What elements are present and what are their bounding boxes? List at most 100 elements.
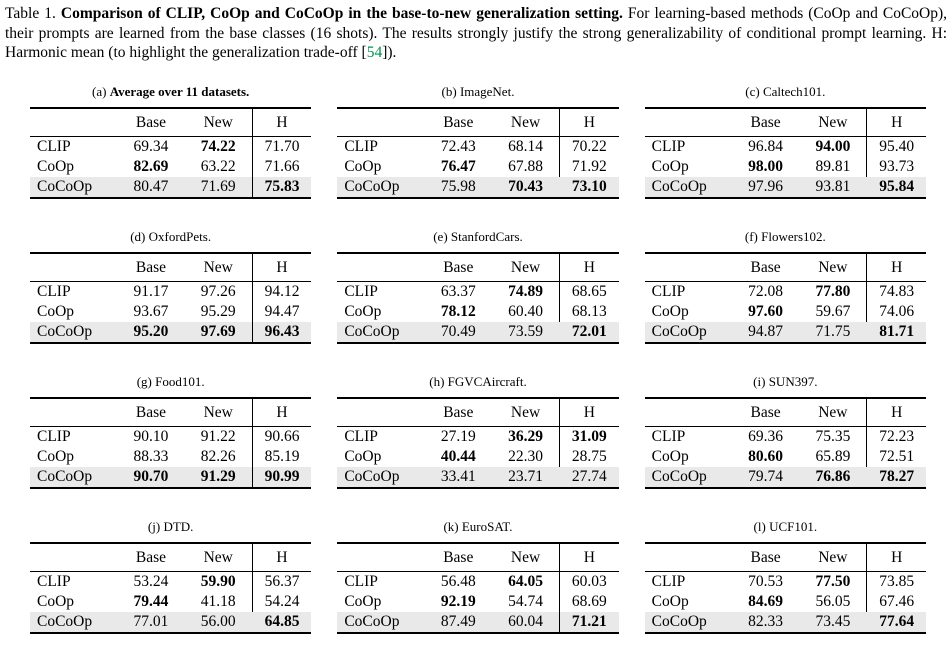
table-body: CLIP 69.34 74.22 71.70 CoOp 82.69 63.22 71.66 Co…	[30, 136, 312, 198]
table-row-clip: CLIP 56.48 64.05 60.03	[337, 571, 619, 592]
corner-cell	[337, 398, 424, 427]
table-row-cocoop: CoCoOp 80.47 71.69 75.83	[30, 176, 312, 198]
row-label: CLIP	[344, 137, 378, 155]
table-row-coop: CoOp 80.60 65.89 72.51	[645, 446, 926, 467]
subtable-index: (d)	[130, 228, 149, 244]
col-header-base: Base	[750, 403, 781, 421]
subtable-title: Caltech101.	[762, 83, 826, 99]
header-row: Base New H	[337, 252, 619, 282]
table-row-coop: CoOp 97.60 59.67 74.06	[645, 301, 926, 322]
table-header: Base New H	[644, 397, 926, 427]
cell-new: 77.80	[815, 282, 851, 300]
cell-h: 72.51	[866, 446, 926, 467]
cell-base: 40.44	[440, 447, 476, 465]
cell-new: 65.89	[815, 447, 851, 465]
table-row-cocoop: CoCoOp 94.87 71.75 81.71	[644, 321, 926, 343]
row-label: CLIP	[344, 282, 378, 300]
cell-new: 22.30	[508, 447, 543, 465]
cell-h: 93.73	[866, 156, 926, 177]
cell-base: 70.53	[748, 572, 784, 590]
cell-h: 94.47	[251, 301, 312, 322]
citation-54-link[interactable]: 54	[366, 44, 383, 62]
cell-h: 95.40	[866, 136, 926, 157]
cell-new: 91.22	[200, 427, 236, 445]
table-header: Base New H	[30, 107, 312, 137]
col-header-new: New	[818, 548, 848, 566]
subtable-a: (a) Average over 11 datasets. Base New H CLI…	[30, 84, 312, 199]
subtable-index: (k)	[443, 518, 462, 534]
subtable-title: Food101.	[155, 373, 205, 389]
cell-base: 82.69	[133, 157, 169, 175]
results-table: Base New H CLIP 90.10 91.22 90.66 CoOp 88.33 82.2…	[30, 396, 312, 489]
col-header-new: New	[510, 258, 541, 276]
cell-base: 76.47	[440, 157, 476, 175]
table-header: Base New H	[644, 252, 926, 282]
row-label: CLIP	[37, 572, 71, 590]
row-label: CoCoOp	[651, 177, 707, 195]
cell-base: 69.36	[748, 427, 784, 445]
table-row-clip: CLIP 27.19 36.29 31.09	[337, 426, 619, 447]
subtable-caption: (i) SUN397.	[645, 374, 926, 390]
cell-new: 60.04	[508, 612, 543, 630]
col-header-h: H	[251, 542, 312, 572]
col-header-h: H	[866, 252, 926, 282]
cell-h: 68.69	[559, 591, 619, 612]
cell-h: 56.37	[251, 571, 312, 592]
table-row-coop: CoOp 79.44 41.18 54.24	[30, 591, 312, 612]
table-row-cocoop: CoCoOp 75.98 70.43 73.10	[337, 176, 619, 198]
cell-h: 68.13	[559, 301, 619, 322]
col-header-h: H	[866, 542, 926, 572]
cell-h: 90.66	[251, 426, 312, 447]
subtable-index: (g)	[136, 373, 156, 389]
table-row-coop: CoOp 78.12 60.40 68.13	[337, 301, 619, 322]
corner-cell	[337, 108, 424, 137]
row-label: CoOp	[37, 592, 75, 610]
cell-new: 67.88	[508, 157, 543, 175]
table-caption: Table 1. Comparison of CLIP, CoOp and Co…	[5, 4, 947, 63]
cell-base: 77.01	[133, 612, 169, 630]
cell-h: 73.85	[866, 571, 926, 592]
corner-cell	[337, 253, 424, 282]
row-label: CoOp	[651, 302, 689, 320]
subtable-index: (h)	[429, 373, 448, 389]
table-row-clip: CLIP 69.36 75.35 72.23	[645, 426, 926, 447]
cell-base: 97.96	[748, 177, 784, 195]
corner-cell	[645, 398, 732, 427]
header-row: Base New H	[644, 542, 926, 572]
cell-h: 94.12	[251, 281, 312, 302]
table-header: Base New H	[644, 542, 926, 572]
table-row-coop: CoOp 40.44 22.30 28.75	[337, 446, 619, 467]
table-body: CLIP 56.48 64.05 60.03 CoOp 92.19 54.74 68.69 Co…	[337, 571, 619, 633]
cell-h: 75.83	[251, 176, 312, 198]
row-label: CoOp	[344, 447, 382, 465]
subtable-title: EuroSAT.	[461, 518, 513, 534]
row-label: CLIP	[37, 282, 71, 300]
col-header-base: Base	[135, 113, 167, 131]
table-row-cocoop: CoCoOp 82.33 73.45 77.64	[644, 611, 926, 633]
subtable-title: Flowers102.	[761, 228, 826, 244]
cell-new: 74.89	[508, 282, 543, 300]
table-row-clip: CLIP 53.24 59.90 56.37	[30, 571, 312, 592]
col-header-h: H	[559, 397, 619, 427]
col-header-new: New	[203, 548, 233, 566]
row-label: CoCoOp	[651, 612, 707, 630]
table-row-clip: CLIP 72.43 68.14 70.22	[337, 136, 619, 157]
cell-new: 23.71	[508, 467, 543, 485]
cell-h: 71.21	[559, 611, 619, 633]
row-label: CoCoOp	[651, 322, 707, 340]
row-label: CLIP	[651, 572, 686, 590]
subtable-l: (l) UCF101. Base New H CLIP 70.53 77.50 73.85 Co…	[644, 519, 926, 634]
table-body: CLIP 27.19 36.29 31.09 CoOp 40.44 22.30 28.75 Co…	[337, 426, 619, 488]
row-label: CLIP	[344, 427, 378, 445]
cell-h: 64.85	[264, 612, 300, 630]
subtable-caption: (l) UCF101.	[645, 519, 926, 535]
cell-base: 63.37	[440, 282, 476, 300]
col-header-new: New	[818, 113, 848, 131]
cell-new: 94.00	[815, 137, 851, 155]
table-header: Base New H	[30, 397, 312, 427]
row-label: CoOp	[651, 447, 689, 465]
cell-h: 72.01	[571, 322, 607, 340]
cell-base: 72.08	[748, 282, 784, 300]
cell-base: 88.33	[133, 447, 169, 465]
table-row-coop: CoOp 93.67 95.29 94.47	[30, 301, 312, 322]
